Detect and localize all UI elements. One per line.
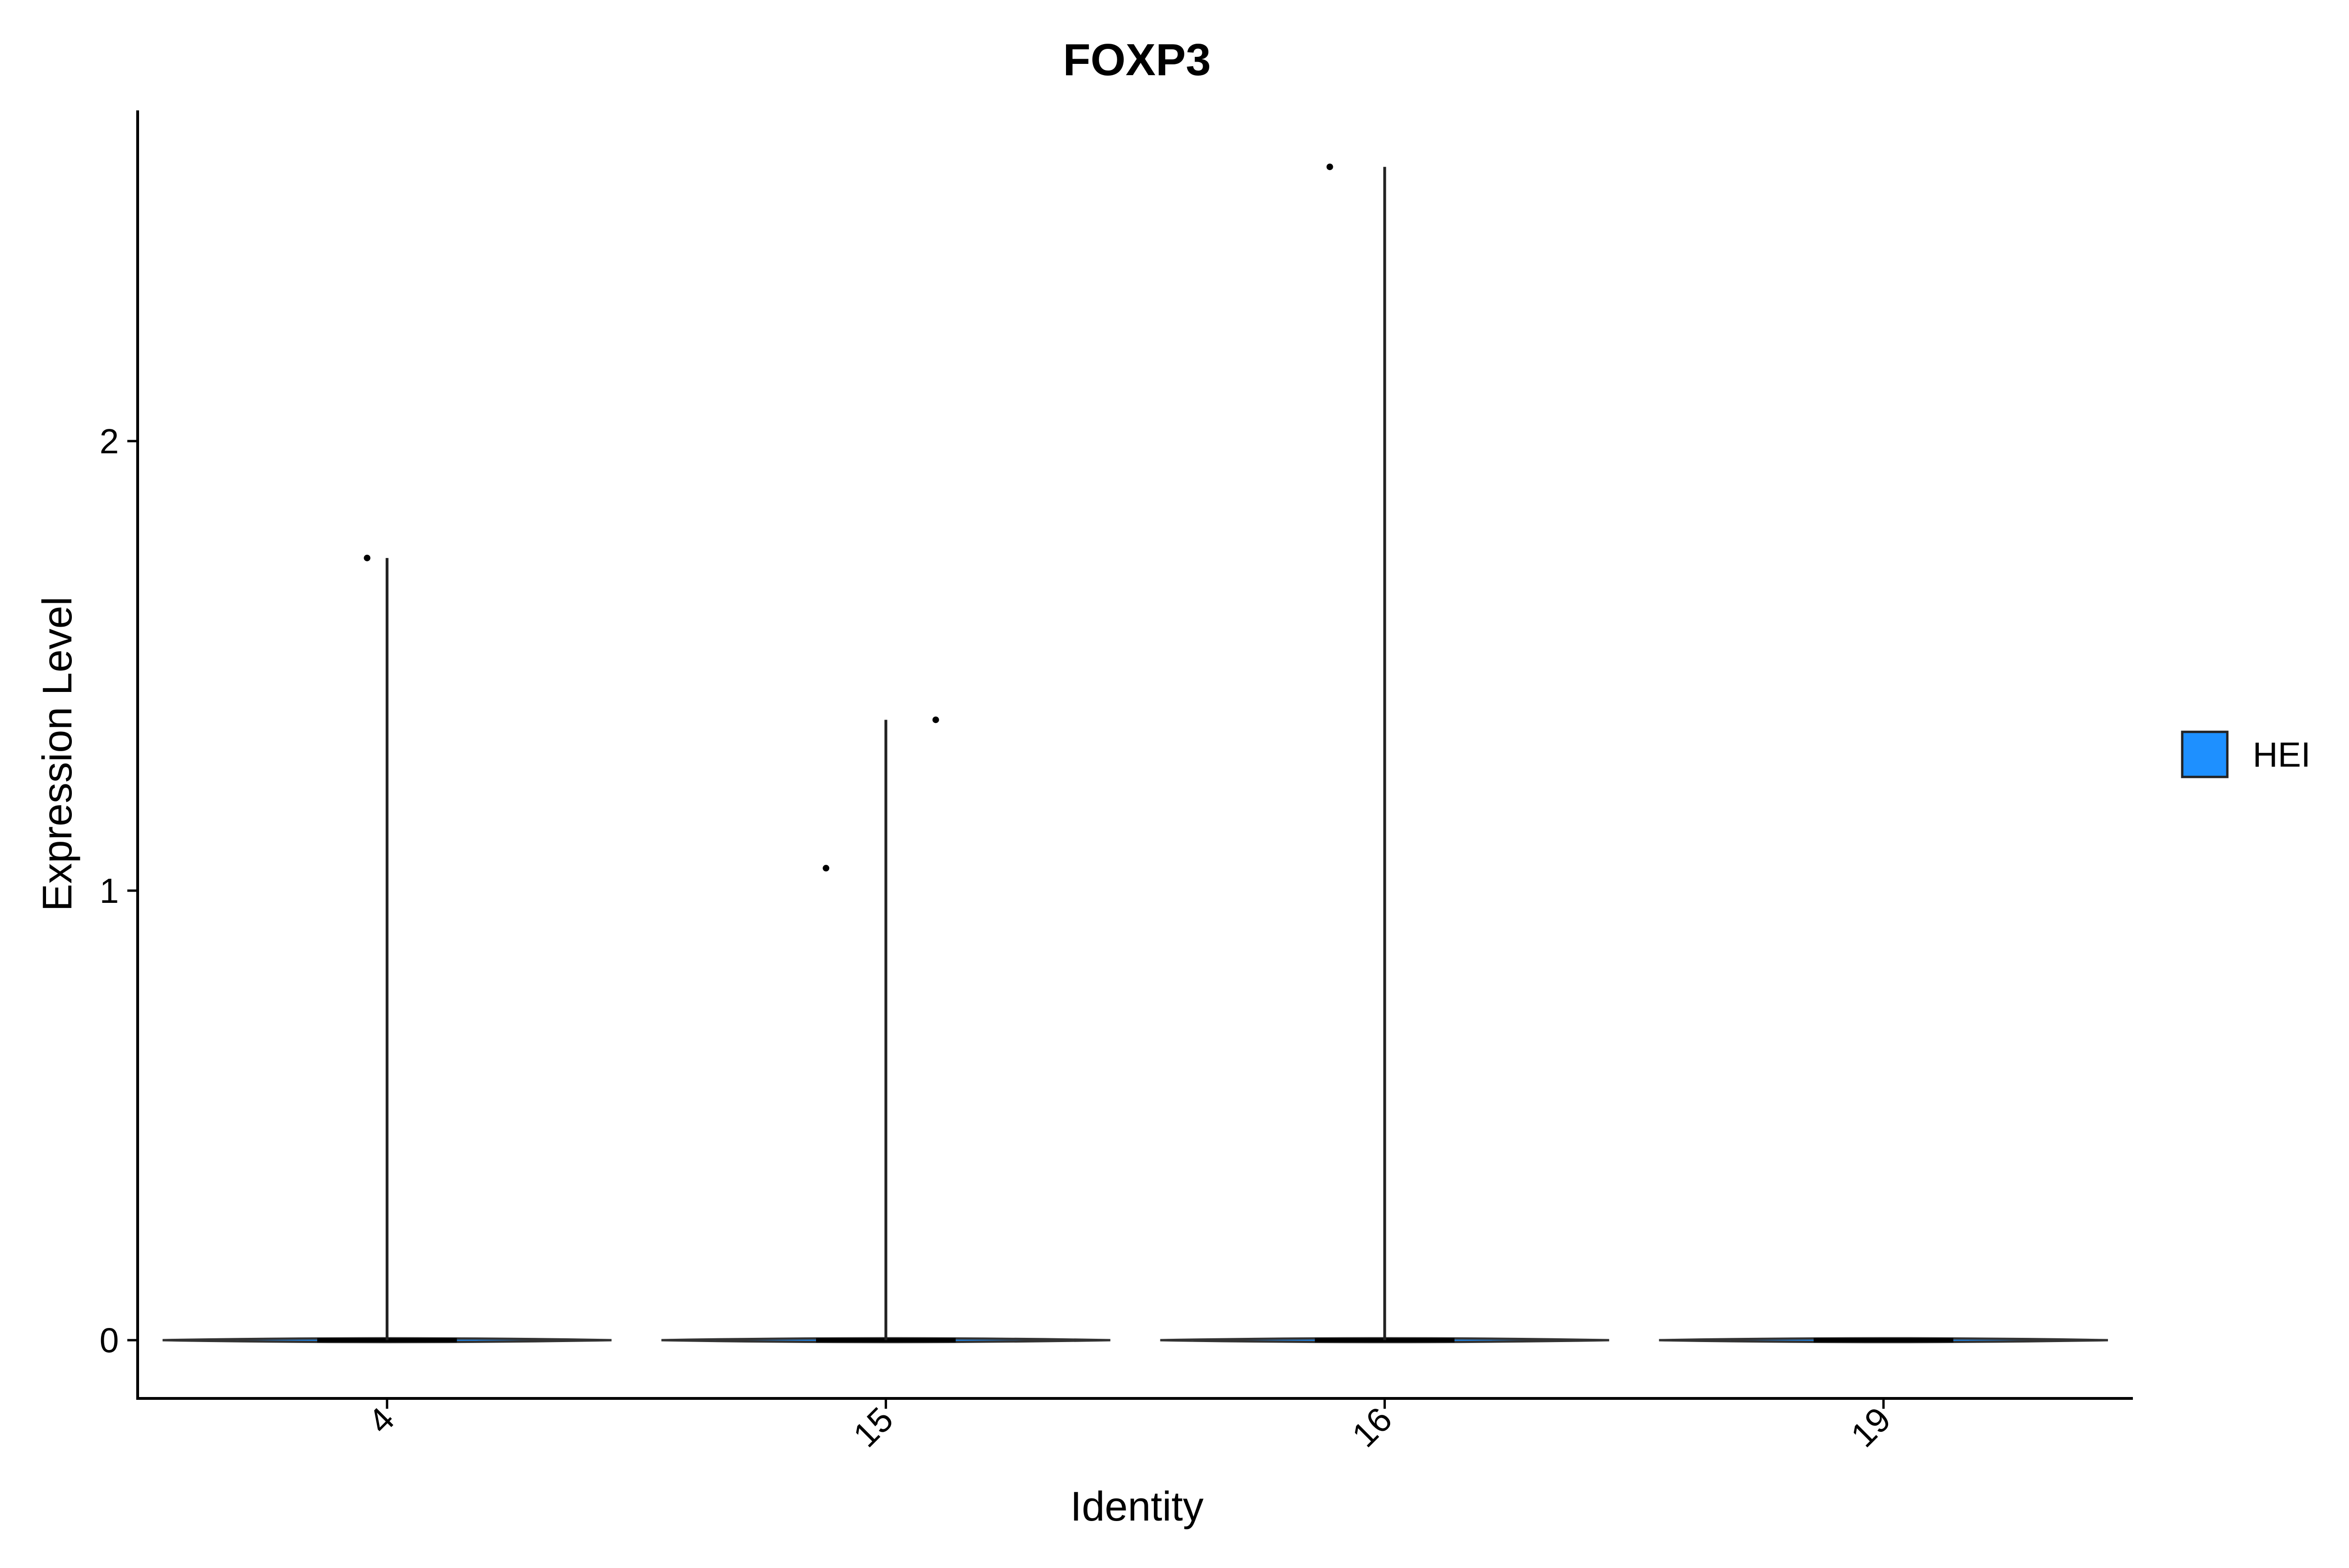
legend: HEI xyxy=(2181,730,2310,778)
violin-group-19 xyxy=(1659,1337,2108,1343)
violin-group-4 xyxy=(163,554,612,1343)
violin-group-16 xyxy=(1160,163,1610,1343)
y-axis-label: Expression Level xyxy=(34,597,80,911)
data-point-15 xyxy=(932,716,939,723)
data-point-4 xyxy=(364,554,371,561)
chart-title: FOXP3 xyxy=(1063,35,1211,85)
y-tick-label: 0 xyxy=(100,1321,119,1360)
violin-group-15 xyxy=(661,716,1111,1343)
legend-label-hei: HEI xyxy=(2253,735,2310,774)
legend-swatch-hei xyxy=(2181,730,2229,778)
plot-area xyxy=(163,163,2108,1343)
y-axis-ticks: 0 1 2 xyxy=(100,422,138,1360)
y-tick-label: 2 xyxy=(100,422,119,461)
data-point-15 xyxy=(823,865,830,872)
data-point-16 xyxy=(1326,163,1333,171)
x-axis-label: Identity xyxy=(1070,1483,1204,1529)
y-tick-label: 1 xyxy=(100,871,119,910)
